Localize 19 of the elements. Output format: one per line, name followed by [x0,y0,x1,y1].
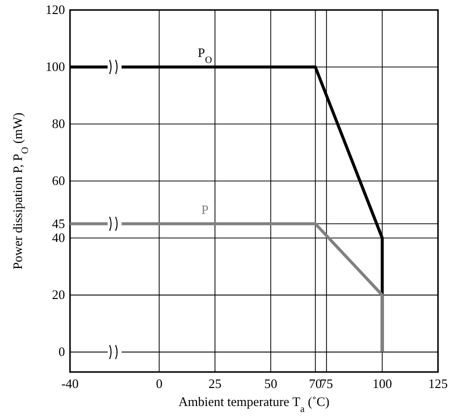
x-tick-label: -40 [61,376,79,391]
y-tick-label: 80 [52,116,65,132]
series-label: P$_{O}$ [198,45,212,66]
x-tick-label: 125 [428,376,448,391]
y-tick-label: 20 [52,287,65,302]
x-tick-label: 0 [156,376,162,391]
y-tick-label: 40 [52,230,65,246]
x-axis-title: Ambient temperature T$_{a}$ (˚C) [178,394,330,414]
series-label: P [201,202,209,217]
y-tick-label: 45 [52,216,65,231]
x-tick-label: 70 [308,376,322,391]
x-tick-label: 50 [264,376,278,391]
x-tick-label: 75 [320,376,333,391]
y-tick-label: 60 [52,173,65,188]
y-tick-label: 0 [58,344,65,360]
x-tick-label: 100 [372,376,392,391]
y-tick-label: 100 [46,59,65,74]
y-tick-label: 120 [46,2,65,17]
x-tick-label: 25 [208,376,222,391]
